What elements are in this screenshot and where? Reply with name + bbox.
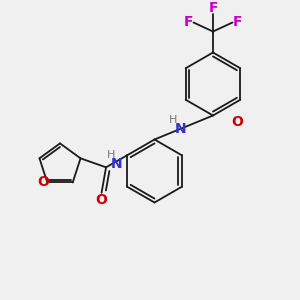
Text: O: O bbox=[96, 193, 107, 207]
Text: F: F bbox=[233, 16, 243, 29]
Text: F: F bbox=[208, 1, 218, 15]
Text: H: H bbox=[106, 150, 115, 160]
Text: F: F bbox=[183, 16, 193, 29]
Text: N: N bbox=[175, 122, 187, 136]
Text: H: H bbox=[169, 115, 177, 125]
Text: O: O bbox=[37, 176, 49, 190]
Text: N: N bbox=[111, 157, 122, 171]
Text: O: O bbox=[231, 115, 243, 128]
